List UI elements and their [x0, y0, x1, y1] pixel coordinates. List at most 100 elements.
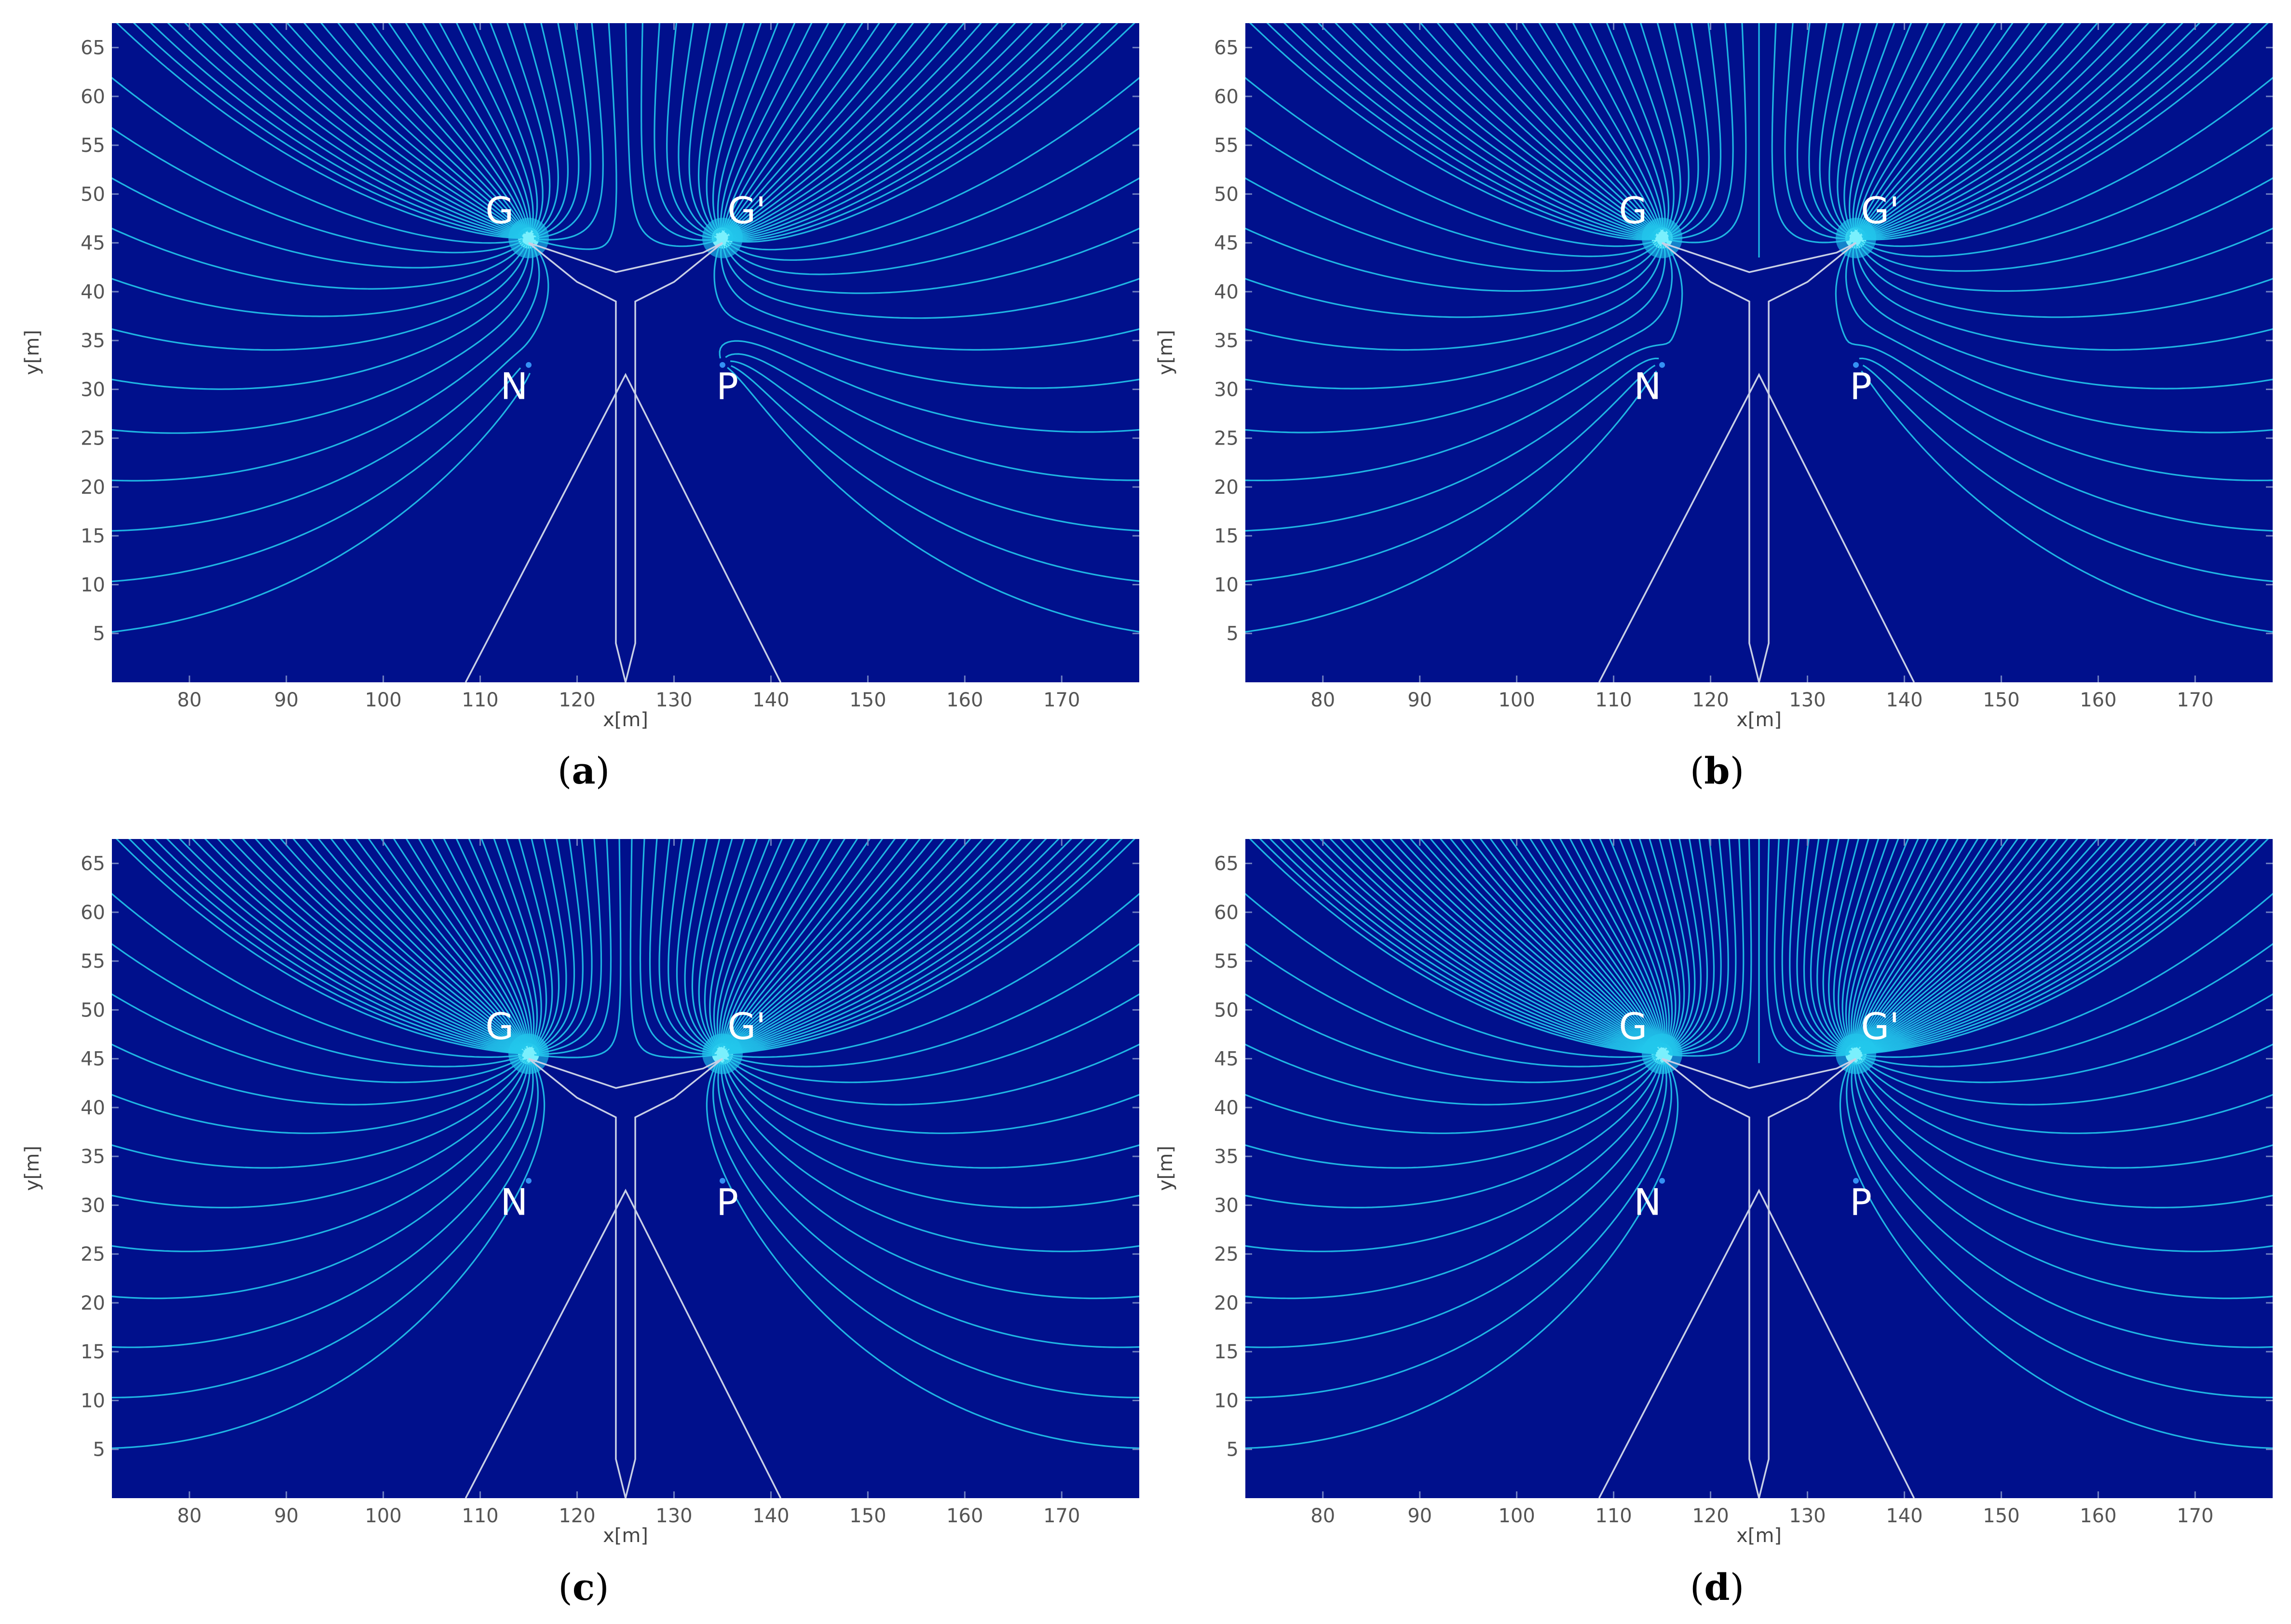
streamline [1245, 1061, 1662, 1208]
streamline [128, 839, 522, 1054]
x-tick-label: 170 [2177, 1505, 2213, 1527]
streamline [133, 23, 523, 239]
streamline [269, 23, 524, 235]
streamline [1245, 893, 1656, 1058]
x-tick-label: 80 [1310, 1505, 1335, 1527]
streamline [1863, 23, 2235, 239]
streamline [1400, 839, 1658, 1051]
point-label: N [1634, 365, 1661, 408]
streamline [730, 360, 1139, 532]
streamline [1449, 839, 1658, 1048]
streamline [473, 23, 538, 231]
streamline [1670, 839, 1752, 1057]
streamline [112, 244, 540, 482]
aircraft-outline [464, 1058, 782, 1498]
streamline [725, 23, 897, 233]
streamline [1623, 23, 1675, 232]
streamline [725, 1059, 1139, 1134]
x-tick-label: 80 [1310, 689, 1335, 711]
streamline [727, 366, 1139, 633]
x-tick-label: 130 [1789, 689, 1826, 711]
streamline [1861, 23, 2099, 235]
plot-area [112, 23, 1139, 682]
y-tick-label: 60 [81, 902, 105, 924]
y-tick-label: 30 [81, 1194, 105, 1217]
y-axis-label: y[m] [21, 330, 43, 375]
streamline [691, 839, 721, 1051]
streamline [166, 839, 521, 1053]
streamline [1245, 127, 1658, 257]
streamline [1369, 839, 1657, 1052]
streamline [1860, 839, 2099, 1050]
x-axis-label: x[m] [603, 709, 648, 731]
streamline [1289, 839, 1655, 1054]
streamline [1555, 23, 1663, 230]
streamline [1861, 23, 2082, 234]
point-label: P [1850, 365, 1872, 408]
streamline [1269, 839, 1656, 1054]
streamline [1855, 839, 1959, 1048]
streamline [112, 244, 527, 317]
streamline [112, 1043, 523, 1106]
streamline [684, 839, 718, 1052]
streamline [242, 839, 522, 1050]
streamline [1835, 242, 2273, 481]
x-axis-label: x[m] [603, 1525, 648, 1547]
y-tick-label: 40 [81, 281, 105, 303]
streamline [1439, 839, 1659, 1051]
streamline [1579, 839, 1664, 1048]
fuselage-outline [1662, 1058, 1856, 1498]
streamline [523, 23, 559, 236]
streamline [731, 365, 1139, 582]
source-dot [526, 1177, 532, 1184]
streamline [728, 839, 971, 1049]
streamline [728, 23, 948, 234]
streamline [112, 77, 523, 244]
streamline [723, 839, 845, 1046]
y-tick-label: 30 [81, 379, 105, 401]
streamline [534, 839, 622, 1058]
streamline [1861, 839, 2209, 1053]
streamline [1863, 23, 2183, 238]
axis-ticks: 80 90 100 110 120 130 140 150 160 170 5 10 15 20 25 30 3… [81, 23, 1139, 711]
x-tick-label: 120 [559, 1505, 595, 1527]
streamline [534, 23, 604, 241]
streamline [455, 839, 532, 1047]
caption-letter: b [1704, 749, 1730, 792]
streamline [1249, 839, 1656, 1055]
streamline [112, 1061, 528, 1208]
streamline [723, 23, 830, 231]
streamline [1855, 23, 1963, 230]
streamline [1335, 23, 1655, 238]
streamline [184, 23, 521, 237]
streamline [1471, 23, 1659, 233]
y-tick-label: 45 [81, 232, 105, 255]
y-tick-label: 10 [1214, 1390, 1239, 1412]
streamline [153, 839, 522, 1054]
streamline [1833, 839, 1869, 1049]
streamline [1500, 839, 1661, 1049]
streamline [720, 23, 796, 232]
streamline [1667, 839, 1702, 1051]
streamline [1859, 177, 2273, 272]
wing-outline [464, 373, 782, 682]
x-tick-label: 90 [1407, 1505, 1432, 1527]
streamline [1245, 244, 1673, 433]
streamline [1863, 23, 2252, 240]
streamline [1245, 1060, 1679, 1449]
y-tick-label: 25 [81, 1244, 105, 1266]
streamline [1859, 23, 2047, 233]
streamline [1589, 23, 1666, 232]
streamline [1859, 839, 2048, 1048]
point-annotations: G G' N P [485, 1005, 766, 1224]
streamline [712, 23, 762, 233]
streamline-group [1245, 839, 2273, 1449]
streamline [713, 244, 1139, 389]
streamline [1283, 23, 1655, 239]
streamline [112, 1059, 528, 1169]
streamline [666, 23, 715, 238]
point-annotations: G G' N P [1619, 1005, 1899, 1224]
streamline [1816, 839, 1851, 1051]
streamline [725, 839, 909, 1048]
streamline [1854, 839, 1939, 1048]
